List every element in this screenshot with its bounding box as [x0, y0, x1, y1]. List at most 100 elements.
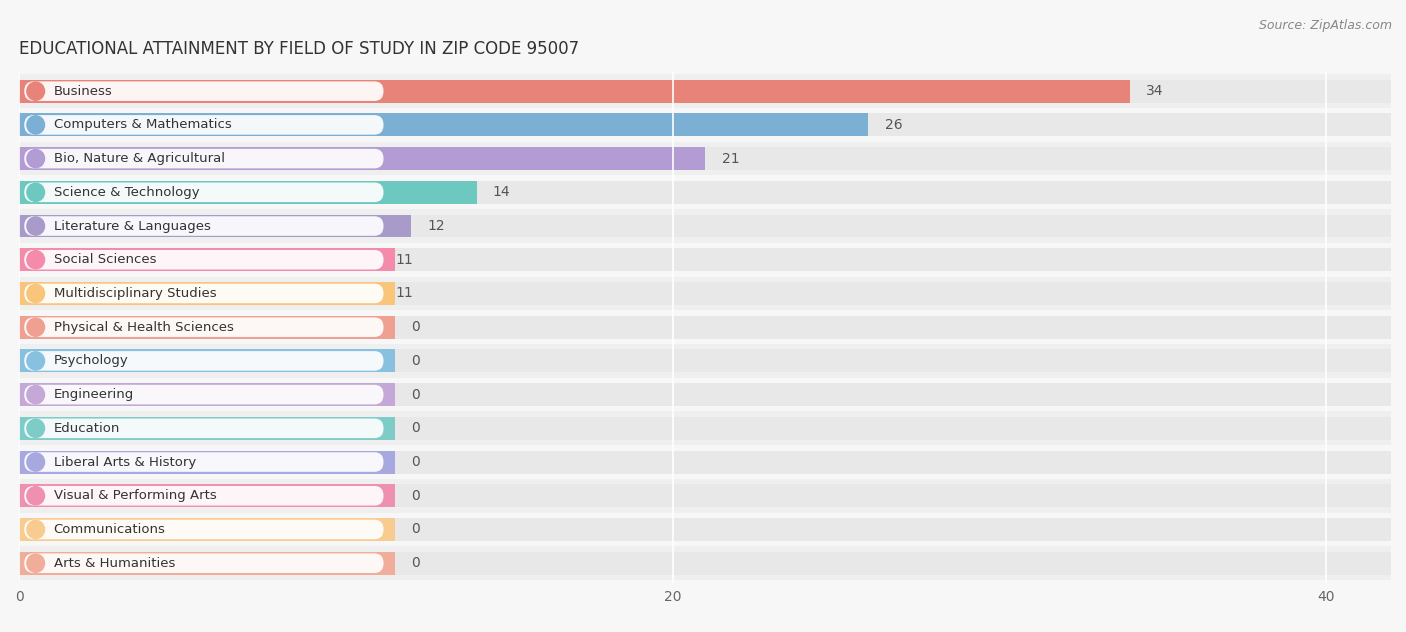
Text: 0: 0 — [412, 556, 420, 570]
Text: 0: 0 — [412, 489, 420, 503]
Circle shape — [27, 82, 45, 100]
Bar — [20, 349, 395, 372]
Text: 34: 34 — [1146, 84, 1164, 98]
Bar — [20, 282, 395, 305]
FancyBboxPatch shape — [24, 115, 384, 135]
Bar — [20, 80, 1391, 102]
Text: Arts & Humanities: Arts & Humanities — [53, 557, 174, 569]
FancyBboxPatch shape — [20, 310, 1391, 344]
FancyBboxPatch shape — [24, 284, 384, 303]
Bar — [20, 451, 395, 473]
Text: 0: 0 — [412, 354, 420, 368]
Bar — [20, 383, 1391, 406]
FancyBboxPatch shape — [20, 378, 1391, 411]
Circle shape — [27, 150, 45, 167]
Bar — [20, 215, 412, 238]
Text: 0: 0 — [412, 422, 420, 435]
Bar — [20, 113, 869, 137]
Text: Business: Business — [53, 85, 112, 98]
Text: 12: 12 — [427, 219, 446, 233]
FancyBboxPatch shape — [20, 243, 1391, 277]
Circle shape — [27, 217, 45, 235]
Bar — [20, 518, 395, 541]
FancyBboxPatch shape — [20, 445, 1391, 479]
FancyBboxPatch shape — [20, 479, 1391, 513]
FancyBboxPatch shape — [20, 411, 1391, 445]
FancyBboxPatch shape — [20, 176, 1391, 209]
Text: Education: Education — [53, 422, 120, 435]
Text: 26: 26 — [884, 118, 903, 132]
Bar — [20, 552, 395, 574]
Text: Engineering: Engineering — [53, 388, 134, 401]
FancyBboxPatch shape — [24, 149, 384, 168]
Bar — [20, 181, 1391, 204]
Bar — [20, 484, 1391, 507]
Text: Multidisciplinary Studies: Multidisciplinary Studies — [53, 287, 217, 300]
Text: Computers & Mathematics: Computers & Mathematics — [53, 118, 232, 131]
Bar — [20, 451, 1391, 473]
FancyBboxPatch shape — [24, 183, 384, 202]
Text: Bio, Nature & Agricultural: Bio, Nature & Agricultural — [53, 152, 225, 165]
Bar — [20, 147, 1391, 170]
Text: Liberal Arts & History: Liberal Arts & History — [53, 456, 195, 468]
FancyBboxPatch shape — [20, 513, 1391, 546]
FancyBboxPatch shape — [24, 250, 384, 269]
Bar — [20, 552, 1391, 574]
FancyBboxPatch shape — [20, 277, 1391, 310]
Text: 0: 0 — [412, 320, 420, 334]
FancyBboxPatch shape — [24, 453, 384, 472]
Bar — [20, 181, 477, 204]
FancyBboxPatch shape — [20, 108, 1391, 142]
FancyBboxPatch shape — [24, 317, 384, 337]
Bar — [20, 80, 1130, 102]
Circle shape — [27, 116, 45, 134]
Circle shape — [27, 183, 45, 202]
FancyBboxPatch shape — [24, 554, 384, 573]
Bar — [20, 316, 1391, 339]
Circle shape — [27, 520, 45, 538]
Bar — [20, 282, 1391, 305]
FancyBboxPatch shape — [24, 486, 384, 506]
FancyBboxPatch shape — [20, 75, 1391, 108]
Circle shape — [27, 318, 45, 336]
Text: 0: 0 — [412, 387, 420, 401]
Bar — [20, 316, 395, 339]
Bar — [20, 383, 395, 406]
Text: Social Sciences: Social Sciences — [53, 253, 156, 266]
Bar — [20, 215, 1391, 238]
Bar — [20, 484, 395, 507]
Circle shape — [27, 386, 45, 404]
FancyBboxPatch shape — [20, 142, 1391, 176]
FancyBboxPatch shape — [24, 216, 384, 236]
Circle shape — [27, 554, 45, 573]
Text: 21: 21 — [721, 152, 740, 166]
Circle shape — [27, 284, 45, 303]
FancyBboxPatch shape — [24, 418, 384, 438]
Bar — [20, 518, 1391, 541]
FancyBboxPatch shape — [20, 344, 1391, 378]
Bar — [20, 248, 395, 271]
Text: 11: 11 — [395, 253, 413, 267]
FancyBboxPatch shape — [24, 520, 384, 539]
Circle shape — [27, 352, 45, 370]
Text: Physical & Health Sciences: Physical & Health Sciences — [53, 320, 233, 334]
Text: Psychology: Psychology — [53, 355, 128, 367]
Text: 14: 14 — [494, 185, 510, 199]
FancyBboxPatch shape — [20, 209, 1391, 243]
Text: EDUCATIONAL ATTAINMENT BY FIELD OF STUDY IN ZIP CODE 95007: EDUCATIONAL ATTAINMENT BY FIELD OF STUDY… — [20, 40, 579, 58]
Bar — [20, 147, 706, 170]
Text: Literature & Languages: Literature & Languages — [53, 219, 211, 233]
Circle shape — [27, 419, 45, 437]
Bar — [20, 417, 395, 440]
Text: Visual & Performing Arts: Visual & Performing Arts — [53, 489, 217, 502]
FancyBboxPatch shape — [24, 82, 384, 101]
Circle shape — [27, 487, 45, 505]
FancyBboxPatch shape — [24, 385, 384, 404]
FancyBboxPatch shape — [20, 546, 1391, 580]
Text: Science & Technology: Science & Technology — [53, 186, 200, 199]
Bar — [20, 248, 1391, 271]
Text: Source: ZipAtlas.com: Source: ZipAtlas.com — [1258, 19, 1392, 32]
Text: 11: 11 — [395, 286, 413, 300]
Text: 0: 0 — [412, 523, 420, 537]
FancyBboxPatch shape — [24, 351, 384, 371]
